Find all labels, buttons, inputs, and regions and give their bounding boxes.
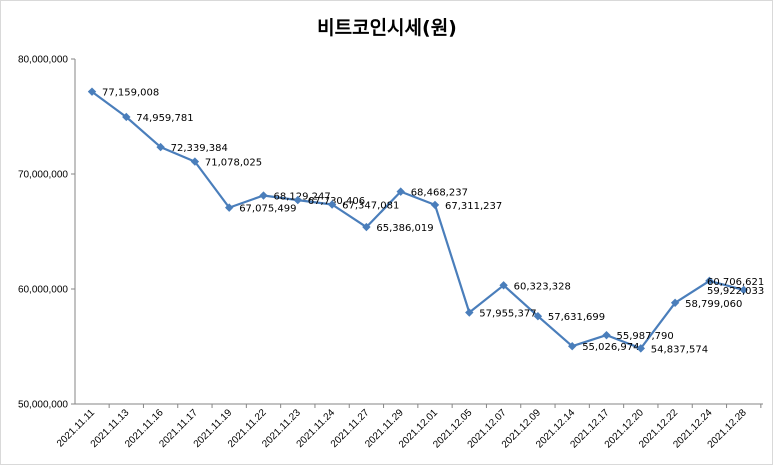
data-label: 57,631,699 [548, 312, 605, 323]
data-label: 65,386,019 [376, 223, 433, 234]
data-point-marker [293, 195, 302, 205]
data-label: 55,026,974 [582, 342, 639, 353]
data-label: 72,339,384 [171, 143, 228, 154]
data-point-marker [362, 222, 371, 232]
data-point-marker [568, 341, 577, 351]
data-label: 68,129,247 [274, 192, 331, 203]
data-label: 54,837,574 [651, 344, 708, 355]
data-label: 67,075,499 [239, 204, 296, 215]
data-point-marker [87, 87, 97, 96]
data-label: 60,706,621 [707, 277, 764, 288]
data-point-marker [225, 203, 234, 212]
data-label: 68,468,237 [411, 188, 468, 199]
data-label: 71,078,025 [205, 158, 262, 169]
data-point-marker [602, 330, 611, 340]
data-point-marker [739, 285, 748, 295]
data-point-marker [636, 344, 645, 353]
data-label: 59,922,033 [707, 286, 764, 297]
data-point-marker [430, 200, 440, 210]
data-point-marker [670, 298, 680, 308]
y-tick-label: 60,000,000 [18, 285, 68, 296]
data-label: 58,799,060 [685, 299, 742, 310]
y-tick-label: 50,000,000 [18, 400, 68, 411]
data-point-marker [122, 112, 131, 122]
data-point-marker [499, 281, 508, 290]
data-point-marker [190, 157, 200, 166]
y-tick-label: 80,000,000 [18, 55, 68, 66]
data-point-marker [259, 191, 268, 200]
data-label: 67,730,406 [308, 196, 365, 207]
data-point-marker [465, 308, 474, 317]
data-point-marker [156, 142, 165, 152]
chart-title: 비트코인시세(원) [317, 17, 457, 39]
series-line [91, 90, 744, 350]
data-label: 55,987,790 [617, 331, 674, 342]
data-point-marker [327, 200, 337, 209]
data-point-marker [396, 187, 405, 196]
data-label: 60,323,328 [514, 281, 571, 292]
axes: 50,000,000 60,000,000 70,000,000 80,000,000… [18, 55, 763, 451]
data-label: 67,347,081 [342, 201, 399, 212]
data-label: 67,311,237 [445, 201, 502, 212]
data-label: 74,959,781 [136, 113, 193, 124]
data-label: 57,955,377 [479, 309, 536, 320]
series-group: 77,159,008 74,959,781 72,339,384 71,078,025… [87, 87, 764, 355]
data-label: 77,159,008 [102, 88, 159, 99]
y-tick-label: 70,000,000 [18, 170, 68, 181]
data-point-marker [533, 312, 543, 321]
data-point-marker [705, 276, 714, 286]
